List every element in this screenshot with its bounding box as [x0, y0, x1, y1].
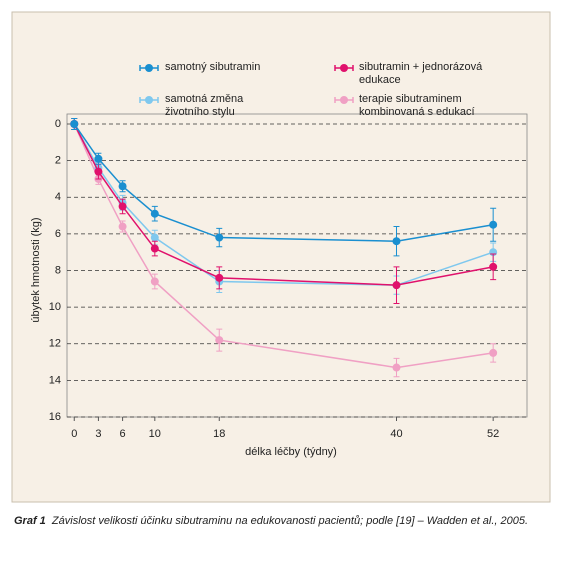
data-point: [118, 222, 127, 231]
data-point: [215, 273, 224, 282]
y-tick-label: 16: [49, 411, 61, 423]
frame: [11, 11, 551, 503]
data-point: [215, 233, 224, 242]
data-point: [392, 237, 401, 246]
legend-label: samotná změna životního stylu: [165, 93, 244, 118]
legend-label: samotný sibutramin: [165, 61, 261, 73]
caption-label: Graf 1: [14, 515, 46, 527]
caption-text: Závislost velikosti účinku sibutraminu n…: [51, 515, 529, 527]
y-tick-label: 8: [55, 264, 61, 276]
x-tick-label: 0: [71, 428, 77, 440]
legend-label: terapie sibutraminem kombinovaná s eduka…: [359, 93, 475, 118]
data-point: [94, 167, 103, 176]
data-point: [150, 244, 159, 253]
y-tick-label: 14: [49, 374, 61, 386]
data-point: [215, 336, 224, 345]
data-point: [118, 202, 127, 211]
data-point: [489, 220, 498, 229]
y-tick-label: 6: [55, 228, 61, 240]
data-point: [94, 154, 103, 163]
x-tick-label: 6: [120, 428, 126, 440]
data-point: [70, 120, 79, 128]
chart: délka léčby (týdny) úbytek hmotnosti (kg…: [11, 11, 551, 503]
data-point: [118, 182, 127, 191]
data-point: [150, 233, 159, 242]
legend-marker: [340, 64, 348, 72]
legend-marker: [145, 64, 153, 72]
x-axis-label: délka léčby (týdny): [245, 446, 337, 458]
x-tick-label: 3: [95, 428, 101, 440]
data-point: [489, 348, 498, 357]
plot-area: [66, 113, 528, 418]
y-tick-label: 4: [55, 191, 61, 203]
y-tick-label: 0: [55, 118, 61, 130]
data-point: [392, 281, 401, 290]
caption: Graf 1 Závislost velikosti účinku sibutr…: [14, 514, 544, 528]
data-point: [150, 209, 159, 218]
x-tick-label: 52: [487, 428, 499, 440]
y-axis-label: úbytek hmotnosti (kg): [30, 217, 42, 322]
x-tick-label: 10: [149, 428, 161, 440]
y-tick-label: 2: [55, 155, 61, 167]
legend-marker: [145, 96, 153, 104]
legend-label: sibutramin + jednorázová edukace: [359, 61, 483, 86]
y-tick-label: 12: [49, 338, 61, 350]
data-point: [150, 277, 159, 286]
y-tick-label: 10: [49, 301, 61, 313]
x-tick-label: 18: [213, 428, 225, 440]
data-point: [489, 262, 498, 271]
data-point: [392, 363, 401, 372]
legend-marker: [340, 96, 348, 104]
x-tick-label: 40: [390, 428, 402, 440]
